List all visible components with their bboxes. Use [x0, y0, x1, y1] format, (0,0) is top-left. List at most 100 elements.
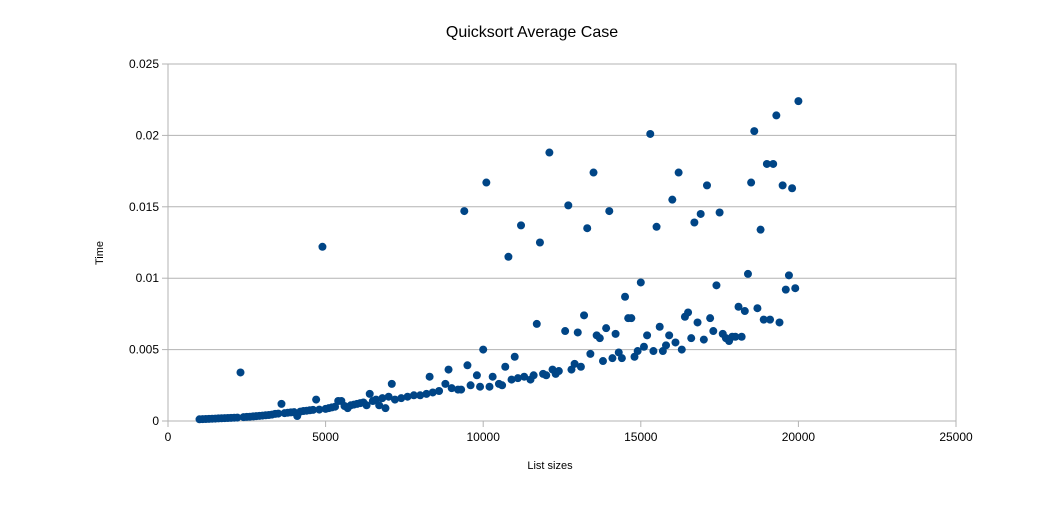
data-point	[520, 372, 529, 381]
data-point	[545, 148, 554, 157]
data-point	[403, 392, 412, 401]
data-point	[595, 334, 604, 343]
data-point	[460, 207, 469, 216]
data-point	[794, 97, 803, 106]
data-points	[195, 97, 803, 424]
x-tick-label: 15000	[624, 430, 658, 444]
data-point	[788, 184, 797, 193]
data-point	[652, 222, 661, 231]
data-point	[598, 357, 607, 366]
data-point	[684, 308, 693, 317]
plot-area	[167, 63, 957, 422]
y-tick-label: 0.015	[129, 200, 159, 214]
y-tick-label: 0.005	[129, 343, 159, 357]
data-point	[750, 127, 759, 136]
data-point	[769, 159, 778, 168]
data-point	[425, 372, 434, 381]
y-tick-label: 0.01	[136, 271, 160, 285]
data-point	[699, 335, 708, 344]
data-point	[690, 218, 699, 227]
y-tick-label: 0.025	[129, 57, 159, 71]
x-tick-label: 0	[165, 430, 172, 444]
data-point	[611, 329, 620, 338]
data-point	[390, 395, 399, 404]
data-point	[482, 178, 491, 187]
data-point	[740, 307, 749, 316]
data-point	[747, 178, 756, 187]
data-point	[315, 405, 324, 414]
data-point	[712, 281, 721, 290]
data-point	[570, 359, 579, 368]
data-point	[507, 375, 516, 384]
data-point	[428, 388, 437, 397]
data-point	[665, 331, 674, 340]
data-point	[365, 389, 374, 398]
data-point	[677, 345, 686, 354]
x-axis-ticks: 0 5000 10000 15000 20000 25000	[165, 421, 973, 444]
data-point	[485, 382, 494, 391]
data-point	[583, 224, 592, 233]
data-point	[444, 365, 453, 374]
data-point	[447, 384, 456, 393]
data-point	[709, 327, 718, 336]
gridlines	[168, 63, 956, 422]
data-point	[772, 111, 781, 120]
data-point	[375, 401, 384, 410]
data-point	[674, 168, 683, 177]
data-point	[715, 208, 724, 217]
data-point	[602, 324, 611, 333]
data-point	[517, 221, 526, 230]
data-point	[274, 409, 283, 418]
data-point	[791, 284, 800, 293]
data-point	[687, 334, 696, 343]
y-tick-label: 0.02	[136, 128, 160, 142]
data-point	[422, 389, 431, 398]
data-point	[734, 302, 743, 311]
data-point	[233, 413, 242, 422]
data-point	[535, 238, 544, 247]
data-point	[236, 368, 245, 377]
data-point	[636, 278, 645, 287]
data-point	[573, 328, 582, 337]
x-tick-label: 20000	[782, 430, 816, 444]
data-point	[312, 395, 321, 404]
x-tick-label: 5000	[312, 430, 339, 444]
x-axis-label: List sizes	[527, 460, 573, 472]
data-point	[564, 201, 573, 210]
data-point	[655, 322, 664, 331]
data-point	[702, 181, 711, 190]
x-tick-label: 10000	[467, 430, 501, 444]
data-point	[472, 371, 481, 380]
data-point	[639, 342, 648, 351]
data-point	[277, 399, 286, 408]
data-point	[737, 332, 746, 341]
data-point	[362, 401, 371, 410]
data-point	[617, 354, 626, 363]
data-point	[576, 362, 585, 371]
data-point	[479, 345, 488, 354]
data-point	[435, 387, 444, 396]
data-point	[561, 327, 570, 336]
data-point	[693, 318, 702, 327]
data-point	[466, 381, 475, 390]
data-point	[488, 372, 497, 381]
data-point	[696, 209, 705, 218]
data-point	[643, 331, 652, 340]
data-point	[762, 159, 771, 168]
data-point	[731, 332, 740, 341]
data-point	[463, 361, 472, 370]
data-point	[409, 391, 418, 400]
data-point	[759, 315, 768, 324]
data-point	[308, 405, 317, 414]
data-point	[501, 362, 510, 371]
chart-title: Quicksort Average Case	[446, 24, 618, 41]
y-tick-label: 0	[152, 414, 159, 428]
data-point	[778, 181, 787, 190]
data-point	[542, 371, 551, 380]
data-point	[621, 292, 630, 301]
y-axis-ticks: 0 0.005 0.01 0.015 0.02 0.025	[129, 57, 168, 428]
data-point	[589, 168, 598, 177]
data-point	[766, 315, 775, 324]
data-point	[318, 242, 327, 251]
data-point	[529, 371, 538, 380]
